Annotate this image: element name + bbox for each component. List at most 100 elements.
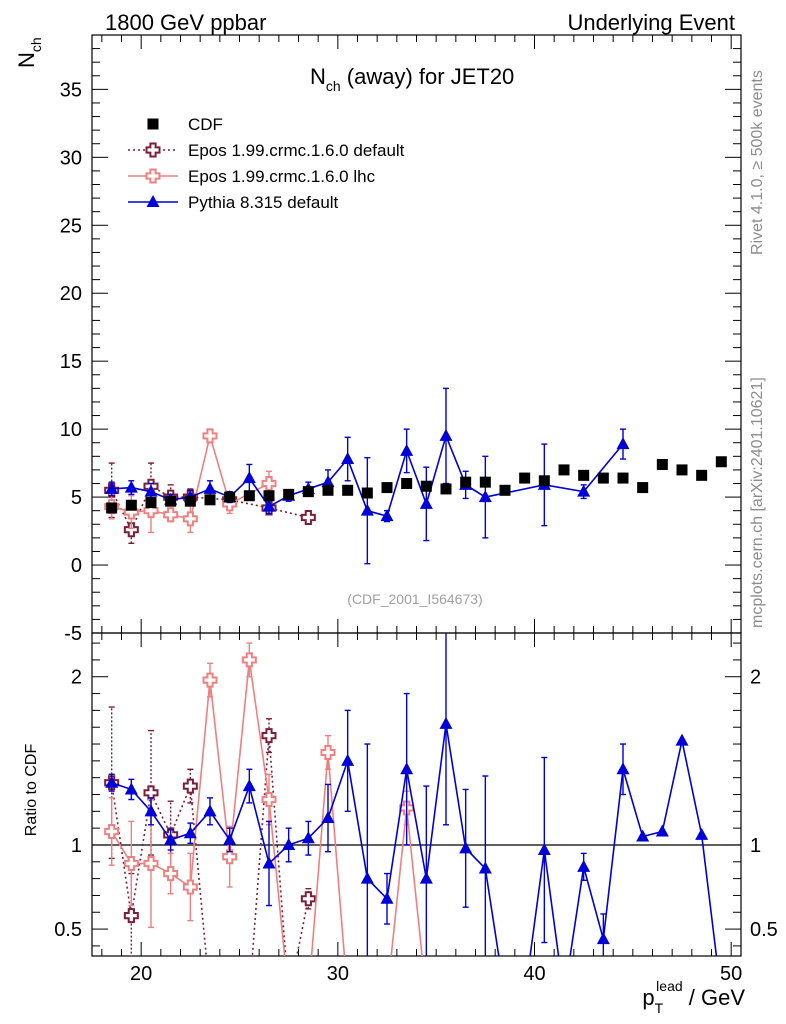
ratio-y-tick-label-right: 0.5 xyxy=(750,919,778,941)
data-point-cross xyxy=(163,866,179,882)
data-point-triangle xyxy=(144,484,158,497)
data-point-square xyxy=(302,486,314,498)
data-point-triangle xyxy=(124,782,138,795)
data-point-square xyxy=(499,484,511,496)
data-point-cross xyxy=(261,476,277,491)
y-tick-label: 30 xyxy=(60,147,82,169)
axis-tick-labels: 20 30 40 50 -5 0 5 10 15 20 25 30 35 0.5 0.5 1 1 2 2 xyxy=(54,79,778,985)
data-point-triangle xyxy=(144,804,158,817)
x-tick-label: 40 xyxy=(523,963,545,985)
data-point-cross xyxy=(300,509,316,525)
data-point-triangle xyxy=(380,891,394,904)
data-point-cross xyxy=(202,672,218,688)
data-point-square xyxy=(420,480,432,492)
ratio-y-tick-label: 0.5 xyxy=(54,919,82,941)
data-point-triangle xyxy=(203,804,217,817)
data-point-square xyxy=(519,472,531,484)
legend-label: Pythia 8.315 default xyxy=(188,193,339,212)
data-point-square xyxy=(401,478,413,489)
data-point-square xyxy=(676,464,688,476)
data-point-triangle xyxy=(616,437,630,450)
y-tick-label: 5 xyxy=(71,487,82,509)
y-tick-label: 15 xyxy=(60,351,82,373)
data-point-square xyxy=(165,495,177,507)
ratio-y-tick-label: 1 xyxy=(71,835,82,857)
data-point-cross xyxy=(143,855,159,871)
data-point-cross xyxy=(143,503,159,519)
ratio-series-layer xyxy=(104,633,718,956)
data-point-triangle xyxy=(577,484,591,497)
data-point-triangle xyxy=(124,480,138,493)
data-point-triangle xyxy=(439,716,453,729)
data-point-triangle xyxy=(105,775,119,788)
data-point-triangle xyxy=(655,824,669,837)
data-point-cross xyxy=(182,511,198,527)
data-point-triangle xyxy=(478,490,492,503)
data-point-square xyxy=(558,464,570,476)
data-point-square xyxy=(184,495,196,507)
x-tick-label: 50 xyxy=(720,963,742,985)
data-point-triangle xyxy=(282,837,296,850)
data-point-square xyxy=(440,483,452,495)
data-point-triangle xyxy=(419,496,433,509)
data-point-triangle xyxy=(459,841,473,854)
data-point-square xyxy=(381,482,393,494)
data-point-cross xyxy=(123,908,139,924)
data-point-triangle xyxy=(596,932,610,945)
data-point-triangle xyxy=(262,856,276,869)
data-point-cross xyxy=(300,891,316,907)
x-tick-label: 30 xyxy=(327,963,349,985)
ratio-y-tick-label-right: 2 xyxy=(750,667,761,689)
data-point-triangle xyxy=(223,832,237,845)
data-point-square xyxy=(715,456,727,468)
main-y-label: Nch xyxy=(14,37,44,68)
header-right: Underlying Event xyxy=(567,10,735,35)
y-tick-label: 35 xyxy=(60,79,82,101)
data-point-triangle xyxy=(360,503,374,516)
data-point-square xyxy=(361,487,373,499)
ratio-y-tick-label-right: 1 xyxy=(750,835,761,857)
data-point-triangle xyxy=(146,195,160,207)
data-point-square xyxy=(145,497,157,509)
legend-label: CDF xyxy=(188,115,223,134)
mcplots-label: mcplots.cern.ch [arXiv:2401.10621] xyxy=(749,377,766,628)
rivet-label: Rivet 4.1.0, ≥ 500k events xyxy=(749,70,766,255)
data-point-triangle xyxy=(321,475,335,488)
data-point-cross xyxy=(145,168,161,184)
data-point-square xyxy=(637,482,649,494)
ratio-y-tick-label: 2 xyxy=(71,667,82,689)
data-point-square xyxy=(263,490,275,502)
data-point-triangle xyxy=(341,452,355,465)
data-point-square xyxy=(283,488,295,500)
header-left: 1800 GeV ppbar xyxy=(105,10,266,35)
data-point-triangle xyxy=(636,829,650,842)
data-point-square xyxy=(656,458,668,470)
data-point-cross xyxy=(145,142,161,158)
data-point-triangle xyxy=(419,871,433,884)
data-point-cross xyxy=(222,849,238,865)
data-point-triangle xyxy=(439,428,453,441)
data-point-square xyxy=(479,476,491,488)
data-point-square xyxy=(147,118,159,130)
data-point-triangle xyxy=(478,861,492,874)
data-point-square xyxy=(224,491,236,503)
data-point-cross xyxy=(261,728,277,744)
data-point-cross xyxy=(123,855,139,871)
data-point-triangle xyxy=(183,826,197,839)
data-point-triangle xyxy=(341,753,355,766)
data-point-square xyxy=(617,472,629,484)
data-point-cross xyxy=(241,652,257,668)
data-point-triangle xyxy=(105,481,119,494)
axis-ticks xyxy=(92,34,741,956)
data-point-square xyxy=(342,484,354,496)
legend-label: Epos 1.99.crmc.1.6.0 default xyxy=(188,141,405,160)
main-title: Nch (away) for JET20 xyxy=(310,64,514,94)
y-tick-label: 25 xyxy=(60,215,82,237)
data-point-cross xyxy=(182,879,198,895)
data-point-triangle xyxy=(675,733,689,746)
data-point-triangle xyxy=(380,509,394,522)
analysis-watermark: (CDF_2001_I564673) xyxy=(347,591,482,607)
data-point-triangle xyxy=(164,832,178,845)
ratio-y-label: Ratio to CDF xyxy=(23,744,40,837)
